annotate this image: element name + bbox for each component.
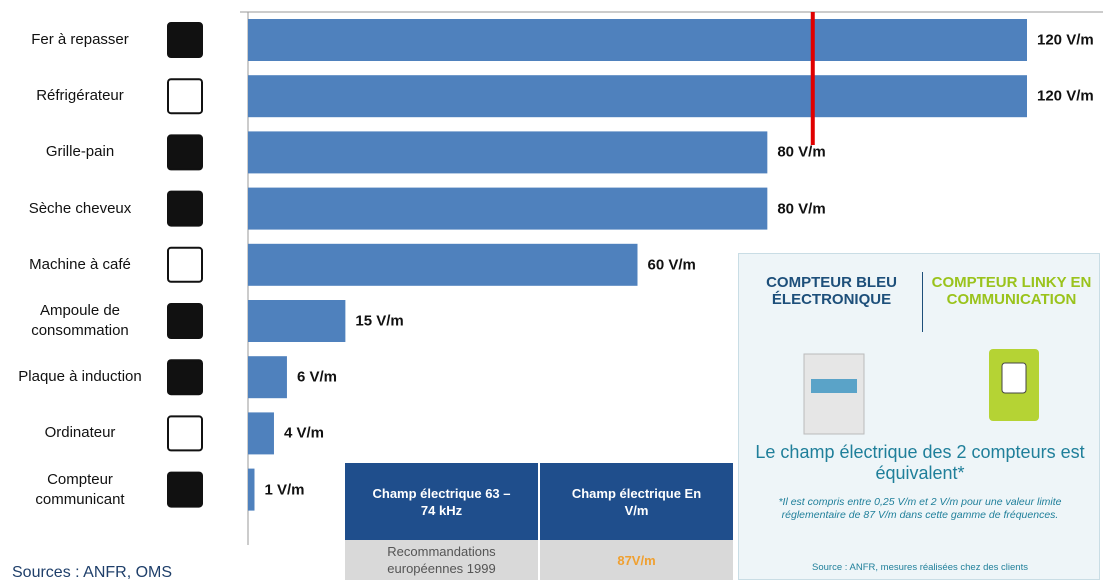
category-label: Fer à repasser — [5, 30, 155, 50]
table-header: Champ électrique En V/m — [540, 463, 733, 540]
icon — [168, 23, 202, 57]
icon — [168, 360, 202, 394]
bar — [248, 19, 1027, 61]
page: Champ électrique 63 – 74 kHz Champ élect… — [0, 0, 1103, 583]
source: Source : ANFR, mesures réalisées chez de… — [739, 562, 1101, 573]
icon — [168, 248, 202, 282]
value-label: 80 V/m — [777, 200, 825, 217]
category-label: Sèche cheveux — [5, 199, 155, 219]
icon — [168, 304, 202, 338]
meter-screen — [1002, 363, 1026, 393]
bar — [248, 244, 638, 286]
category-label: Réfrigérateur — [5, 86, 155, 106]
value-label: 60 V/m — [648, 256, 696, 273]
category-label: Ordinateur — [5, 423, 155, 443]
table-cell: 87V/m — [540, 540, 733, 580]
bar — [248, 75, 1027, 117]
value-label: 80 V/m — [777, 144, 825, 161]
value-label: 4 V/m — [284, 425, 324, 442]
category-label: Plaque à induction — [5, 367, 155, 387]
icon — [168, 416, 202, 450]
info-box: COMPTEUR BLEU ÉLECTRONIQUE COMPTEUR LINK… — [738, 253, 1100, 580]
value-label: 120 V/m — [1037, 32, 1094, 49]
meters — [739, 349, 1101, 449]
icon — [168, 473, 202, 507]
bar — [248, 131, 767, 173]
category-label: Machine à café — [5, 255, 155, 275]
divider — [922, 272, 923, 332]
category-label: Grille-pain — [5, 142, 155, 162]
bar — [248, 356, 287, 398]
value-label: 1 V/m — [264, 481, 304, 498]
info-title: COMPTEUR BLEU ÉLECTRONIQUE — [749, 274, 914, 308]
value-label: 6 V/m — [297, 369, 337, 386]
category-label: Ampoule de consommation — [5, 301, 155, 341]
sources: Sources : ANFR, OMS — [12, 564, 172, 582]
meter-blue — [804, 354, 864, 434]
bar — [248, 412, 274, 454]
icon — [168, 135, 202, 169]
footnote: *Il est compris entre 0,25 V/m et 2 V/m … — [764, 496, 1076, 522]
bar — [248, 469, 254, 511]
bar — [248, 188, 767, 230]
icon — [168, 192, 202, 226]
table: Champ électrique 63 – 74 kHz Champ élect… — [345, 463, 733, 580]
table-cell: Recommandations européennes 1999 — [345, 540, 538, 580]
category-label: Compteur communicant — [5, 470, 155, 510]
icon — [168, 79, 202, 113]
value-label: 15 V/m — [355, 313, 403, 330]
bar — [248, 300, 345, 342]
headline: Le champ électrique des 2 compteurs est … — [739, 442, 1101, 484]
table-header: Champ électrique 63 – 74 kHz — [345, 463, 538, 540]
value-label: 120 V/m — [1037, 88, 1094, 105]
meter-screen — [811, 379, 857, 393]
info-title: COMPTEUR LINKY EN COMMUNICATION — [929, 274, 1094, 308]
